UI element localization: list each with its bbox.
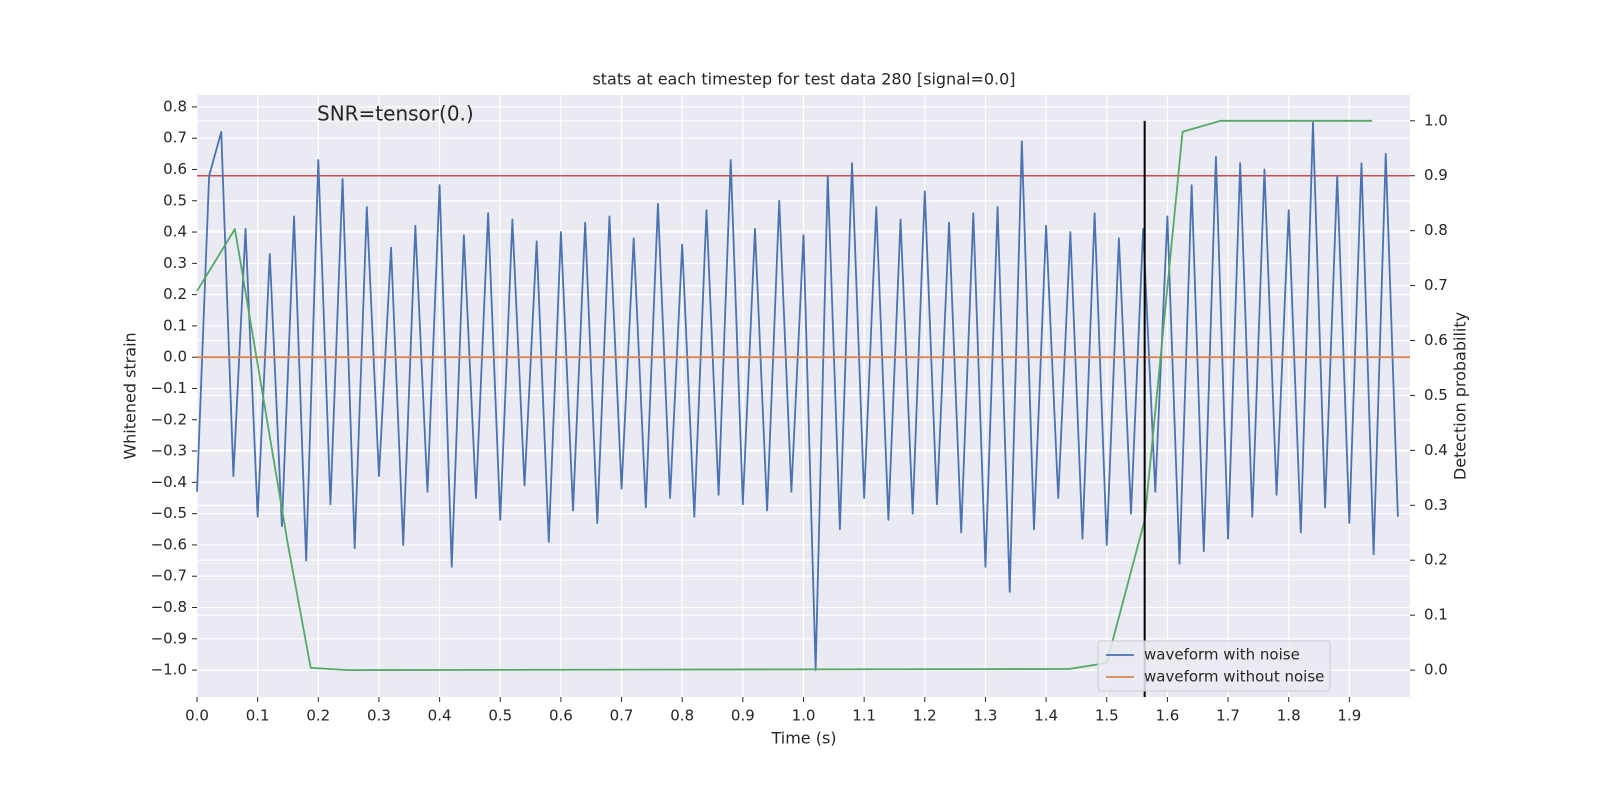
y-axis-label: Whitened strain	[121, 332, 140, 459]
y-tick-label: −0.9	[151, 629, 187, 647]
x-tick-label: 1.0	[792, 707, 816, 725]
x-tick-label: 0.4	[428, 707, 452, 725]
x-axis-label: Time (s)	[770, 729, 836, 748]
y-tick-label: −1.0	[151, 661, 187, 679]
x-tick-label: 0.8	[670, 707, 694, 725]
legend-label: waveform with noise	[1144, 646, 1300, 664]
y2-tick-label: 0.9	[1424, 166, 1448, 184]
x-tick-label: 0.5	[488, 707, 512, 725]
x-tick-label: 1.1	[852, 707, 876, 725]
y-tick-label: 0.1	[163, 316, 187, 334]
y-tick-label: 0.8	[163, 97, 187, 115]
y-tick-label: −0.1	[151, 379, 187, 397]
x-tick-label: 0.9	[731, 707, 755, 725]
y-tick-label: −0.7	[151, 567, 187, 585]
y2-tick-label: 0.2	[1424, 551, 1448, 569]
x-tick-label: 1.8	[1277, 707, 1301, 725]
x-tick-label: 0.0	[185, 707, 209, 725]
legend-label: waveform without noise	[1144, 668, 1324, 686]
chart-title: stats at each timestep for test data 280…	[592, 70, 1015, 89]
series-line	[196, 119, 1373, 671]
y-tick-label: −0.3	[151, 442, 187, 460]
legend: waveform with noise waveform without nois…	[1097, 640, 1331, 692]
y-tick-label: 0.5	[163, 191, 187, 209]
x-tick-label: 1.3	[974, 707, 998, 725]
y-tick-label: −0.5	[151, 504, 187, 522]
x-tick-label: 0.6	[549, 707, 573, 725]
legend-box	[1097, 640, 1331, 692]
y-tick-label: 0.2	[163, 285, 187, 303]
y-tick-label: −0.2	[151, 410, 187, 428]
x-tick-label: 1.2	[913, 707, 937, 725]
x-tick-label: 0.7	[610, 707, 634, 725]
y-tick-label: 0.0	[163, 348, 187, 366]
y-tick-label: −0.8	[151, 598, 187, 616]
series-line	[196, 121, 1399, 671]
y2-tick-label: 0.0	[1424, 661, 1448, 679]
x-tick-label: 1.4	[1034, 707, 1058, 725]
y-tick-label: 0.3	[163, 254, 187, 272]
y-tick-label: 0.6	[163, 160, 187, 178]
y2-tick-label: 0.3	[1424, 496, 1448, 514]
y2-tick-label: 0.4	[1424, 441, 1448, 459]
x-tick-label: 0.2	[306, 707, 330, 725]
y-tick-label: 0.7	[163, 129, 187, 147]
y2-tick-label: 0.7	[1424, 276, 1448, 294]
x-tick-label: 1.9	[1337, 707, 1361, 725]
y2-tick-label: 0.8	[1424, 221, 1448, 239]
y2-axis-label: Detection probability	[1451, 312, 1470, 480]
x-tick-label: 0.1	[246, 707, 270, 725]
x-tick-label: 1.7	[1216, 707, 1240, 725]
y-tick-label: 0.4	[163, 223, 187, 241]
y2-tick-label: 0.1	[1424, 606, 1448, 624]
y2-tick-label: 1.0	[1424, 111, 1448, 129]
annotation: SNR=tensor(0.)	[317, 102, 474, 126]
x-tick-label: 0.3	[367, 707, 391, 725]
marks	[196, 119, 1410, 697]
y2-tick-label: 0.5	[1424, 386, 1448, 404]
grid: 0.0 0.1 0.2 0.3 0.4 0.5 0.6 0.7 0.8 0.9 1.0 1.1 1.2 1…	[151, 95, 1448, 725]
y-tick-label: −0.6	[151, 535, 187, 553]
y2-tick-label: 0.6	[1424, 331, 1448, 349]
y-tick-label: −0.4	[151, 473, 187, 491]
x-tick-label: 1.5	[1095, 707, 1119, 725]
x-tick-label: 1.6	[1155, 707, 1179, 725]
